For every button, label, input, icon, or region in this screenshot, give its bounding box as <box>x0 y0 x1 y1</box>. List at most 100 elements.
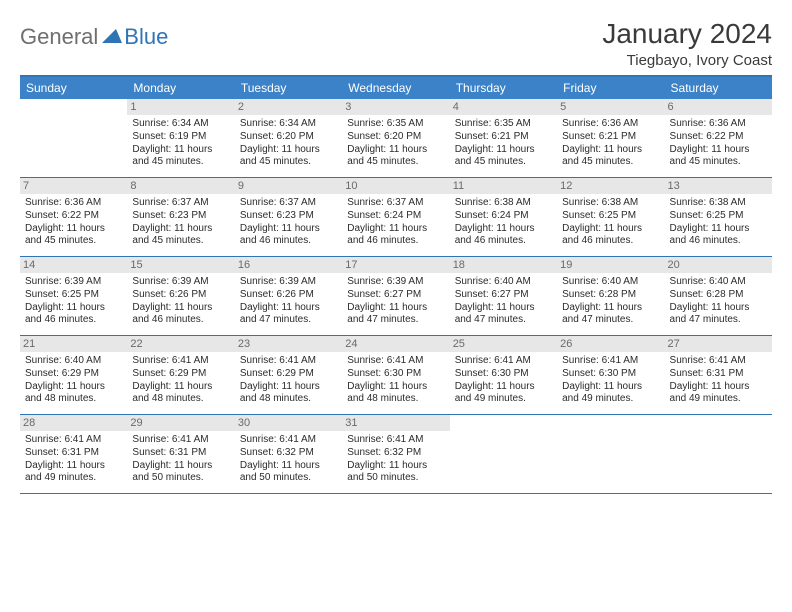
day-cell: 28Sunrise: 6:41 AMSunset: 6:31 PMDayligh… <box>20 415 127 493</box>
day-cell: 8Sunrise: 6:37 AMSunset: 6:23 PMDaylight… <box>127 178 234 256</box>
daylight-text: Daylight: 11 hours and 49 minutes. <box>670 381 767 407</box>
sunrise-text: Sunrise: 6:37 AM <box>240 197 337 210</box>
sunrise-text: Sunrise: 6:36 AM <box>25 197 122 210</box>
day-number: 9 <box>235 178 342 194</box>
day-cell: 5Sunrise: 6:36 AMSunset: 6:21 PMDaylight… <box>557 99 664 177</box>
day-cell: 27Sunrise: 6:41 AMSunset: 6:31 PMDayligh… <box>665 336 772 414</box>
day-body: Sunrise: 6:40 AMSunset: 6:28 PMDaylight:… <box>562 276 659 327</box>
day-body: Sunrise: 6:41 AMSunset: 6:32 PMDaylight:… <box>347 434 444 485</box>
sunset-text: Sunset: 6:31 PM <box>670 368 767 381</box>
sunset-text: Sunset: 6:26 PM <box>240 289 337 302</box>
day-body: Sunrise: 6:41 AMSunset: 6:30 PMDaylight:… <box>347 355 444 406</box>
sunrise-text: Sunrise: 6:40 AM <box>562 276 659 289</box>
day-body: Sunrise: 6:39 AMSunset: 6:25 PMDaylight:… <box>25 276 122 327</box>
sunset-text: Sunset: 6:25 PM <box>670 210 767 223</box>
sunrise-text: Sunrise: 6:40 AM <box>25 355 122 368</box>
sunset-text: Sunset: 6:23 PM <box>132 210 229 223</box>
sunset-text: Sunset: 6:30 PM <box>455 368 552 381</box>
sunset-text: Sunset: 6:29 PM <box>132 368 229 381</box>
day-number: 31 <box>342 415 449 431</box>
daylight-text: Daylight: 11 hours and 48 minutes. <box>25 381 122 407</box>
sunrise-text: Sunrise: 6:41 AM <box>25 434 122 447</box>
day-number: 3 <box>342 99 449 115</box>
day-number: 4 <box>450 99 557 115</box>
weekday-header: Monday <box>127 77 234 99</box>
sunset-text: Sunset: 6:21 PM <box>455 131 552 144</box>
day-number: 2 <box>235 99 342 115</box>
sunrise-text: Sunrise: 6:39 AM <box>240 276 337 289</box>
day-body: Sunrise: 6:39 AMSunset: 6:26 PMDaylight:… <box>240 276 337 327</box>
daylight-text: Daylight: 11 hours and 50 minutes. <box>240 460 337 486</box>
day-body: Sunrise: 6:36 AMSunset: 6:21 PMDaylight:… <box>562 118 659 169</box>
day-cell: 3 Sunrise: 6:35 AMSunset: 6:20 PMDaylight… <box>342 99 449 177</box>
day-number: 13 <box>665 178 772 194</box>
sunrise-text: Sunrise: 6:39 AM <box>25 276 122 289</box>
daylight-text: Daylight: 11 hours and 45 minutes. <box>455 144 552 170</box>
daylight-text: Daylight: 11 hours and 46 minutes. <box>240 223 337 249</box>
sunset-text: Sunset: 6:20 PM <box>240 131 337 144</box>
daylight-text: Daylight: 11 hours and 50 minutes. <box>347 460 444 486</box>
sunrise-text: Sunrise: 6:41 AM <box>562 355 659 368</box>
logo: General Blue <box>20 18 168 50</box>
day-body: Sunrise: 6:35 AMSunset: 6:20 PMDaylight:… <box>347 118 444 169</box>
day-cell: 14Sunrise: 6:39 AMSunset: 6:25 PMDayligh… <box>20 257 127 335</box>
week-row: 28Sunrise: 6:41 AMSunset: 6:31 PMDayligh… <box>20 415 772 494</box>
day-body: Sunrise: 6:39 AMSunset: 6:26 PMDaylight:… <box>132 276 229 327</box>
sunrise-text: Sunrise: 6:41 AM <box>455 355 552 368</box>
weekday-header: Thursday <box>450 77 557 99</box>
day-cell <box>557 415 664 493</box>
sunset-text: Sunset: 6:29 PM <box>25 368 122 381</box>
day-number: 11 <box>450 178 557 194</box>
day-body: Sunrise: 6:36 AMSunset: 6:22 PMDaylight:… <box>25 197 122 248</box>
title-block: January 2024 Tiegbayo, Ivory Coast <box>602 18 772 69</box>
week-row: 14Sunrise: 6:39 AMSunset: 6:25 PMDayligh… <box>20 257 772 336</box>
day-cell <box>20 99 127 177</box>
day-body: Sunrise: 6:41 AMSunset: 6:32 PMDaylight:… <box>240 434 337 485</box>
day-number: 20 <box>665 257 772 273</box>
calendar: SundayMondayTuesdayWednesdayThursdayFrid… <box>20 75 772 494</box>
day-number: 22 <box>127 336 234 352</box>
day-cell: 31 Sunrise: 6:41 AMSunset: 6:32 PMDayligh… <box>342 415 449 493</box>
day-number: 28 <box>20 415 127 431</box>
daylight-text: Daylight: 11 hours and 47 minutes. <box>455 302 552 328</box>
day-cell: 10Sunrise: 6:37 AMSunset: 6:24 PMDayligh… <box>342 178 449 256</box>
day-body: Sunrise: 6:34 AMSunset: 6:19 PMDaylight:… <box>132 118 229 169</box>
day-cell: 6Sunrise: 6:36 AMSunset: 6:22 PMDaylight… <box>665 99 772 177</box>
day-cell: 23Sunrise: 6:41 AMSunset: 6:29 PMDayligh… <box>235 336 342 414</box>
daylight-text: Daylight: 11 hours and 45 minutes. <box>562 144 659 170</box>
day-number: 15 <box>127 257 234 273</box>
sunset-text: Sunset: 6:30 PM <box>562 368 659 381</box>
day-cell: 19 Sunrise: 6:40 AMSunset: 6:28 PMDayligh… <box>557 257 664 335</box>
week-row: 21Sunrise: 6:40 AMSunset: 6:29 PMDayligh… <box>20 336 772 415</box>
day-number: 24 <box>342 336 449 352</box>
day-number: 19 <box>557 257 664 273</box>
daylight-text: Daylight: 11 hours and 49 minutes. <box>562 381 659 407</box>
day-body: Sunrise: 6:34 AMSunset: 6:20 PMDaylight:… <box>240 118 337 169</box>
logo-triangle-icon <box>102 27 122 48</box>
sunset-text: Sunset: 6:19 PM <box>132 131 229 144</box>
daylight-text: Daylight: 11 hours and 45 minutes. <box>25 223 122 249</box>
daylight-text: Daylight: 11 hours and 48 minutes. <box>347 381 444 407</box>
weekday-header: Sunday <box>20 77 127 99</box>
sunset-text: Sunset: 6:27 PM <box>347 289 444 302</box>
logo-word-1: General <box>20 24 98 50</box>
sunrise-text: Sunrise: 6:40 AM <box>670 276 767 289</box>
day-cell: 26Sunrise: 6:41 AMSunset: 6:30 PMDayligh… <box>557 336 664 414</box>
daylight-text: Daylight: 11 hours and 48 minutes. <box>132 381 229 407</box>
day-cell: 13Sunrise: 6:38 AMSunset: 6:25 PMDayligh… <box>665 178 772 256</box>
sunrise-text: Sunrise: 6:35 AM <box>347 118 444 131</box>
daylight-text: Daylight: 11 hours and 48 minutes. <box>240 381 337 407</box>
sunrise-text: Sunrise: 6:41 AM <box>240 434 337 447</box>
day-body: Sunrise: 6:40 AMSunset: 6:29 PMDaylight:… <box>25 355 122 406</box>
daylight-text: Daylight: 11 hours and 46 minutes. <box>562 223 659 249</box>
weekday-header: Saturday <box>665 77 772 99</box>
sunset-text: Sunset: 6:26 PM <box>132 289 229 302</box>
day-cell: 17Sunrise: 6:39 AMSunset: 6:27 PMDayligh… <box>342 257 449 335</box>
day-body: Sunrise: 6:38 AMSunset: 6:25 PMDaylight:… <box>562 197 659 248</box>
weekday-header-row: SundayMondayTuesdayWednesdayThursdayFrid… <box>20 77 772 99</box>
day-body: Sunrise: 6:35 AMSunset: 6:21 PMDaylight:… <box>455 118 552 169</box>
day-cell: 29Sunrise: 6:41 AMSunset: 6:31 PMDayligh… <box>127 415 234 493</box>
day-number: 6 <box>665 99 772 115</box>
sunrise-text: Sunrise: 6:38 AM <box>562 197 659 210</box>
sunrise-text: Sunrise: 6:36 AM <box>670 118 767 131</box>
